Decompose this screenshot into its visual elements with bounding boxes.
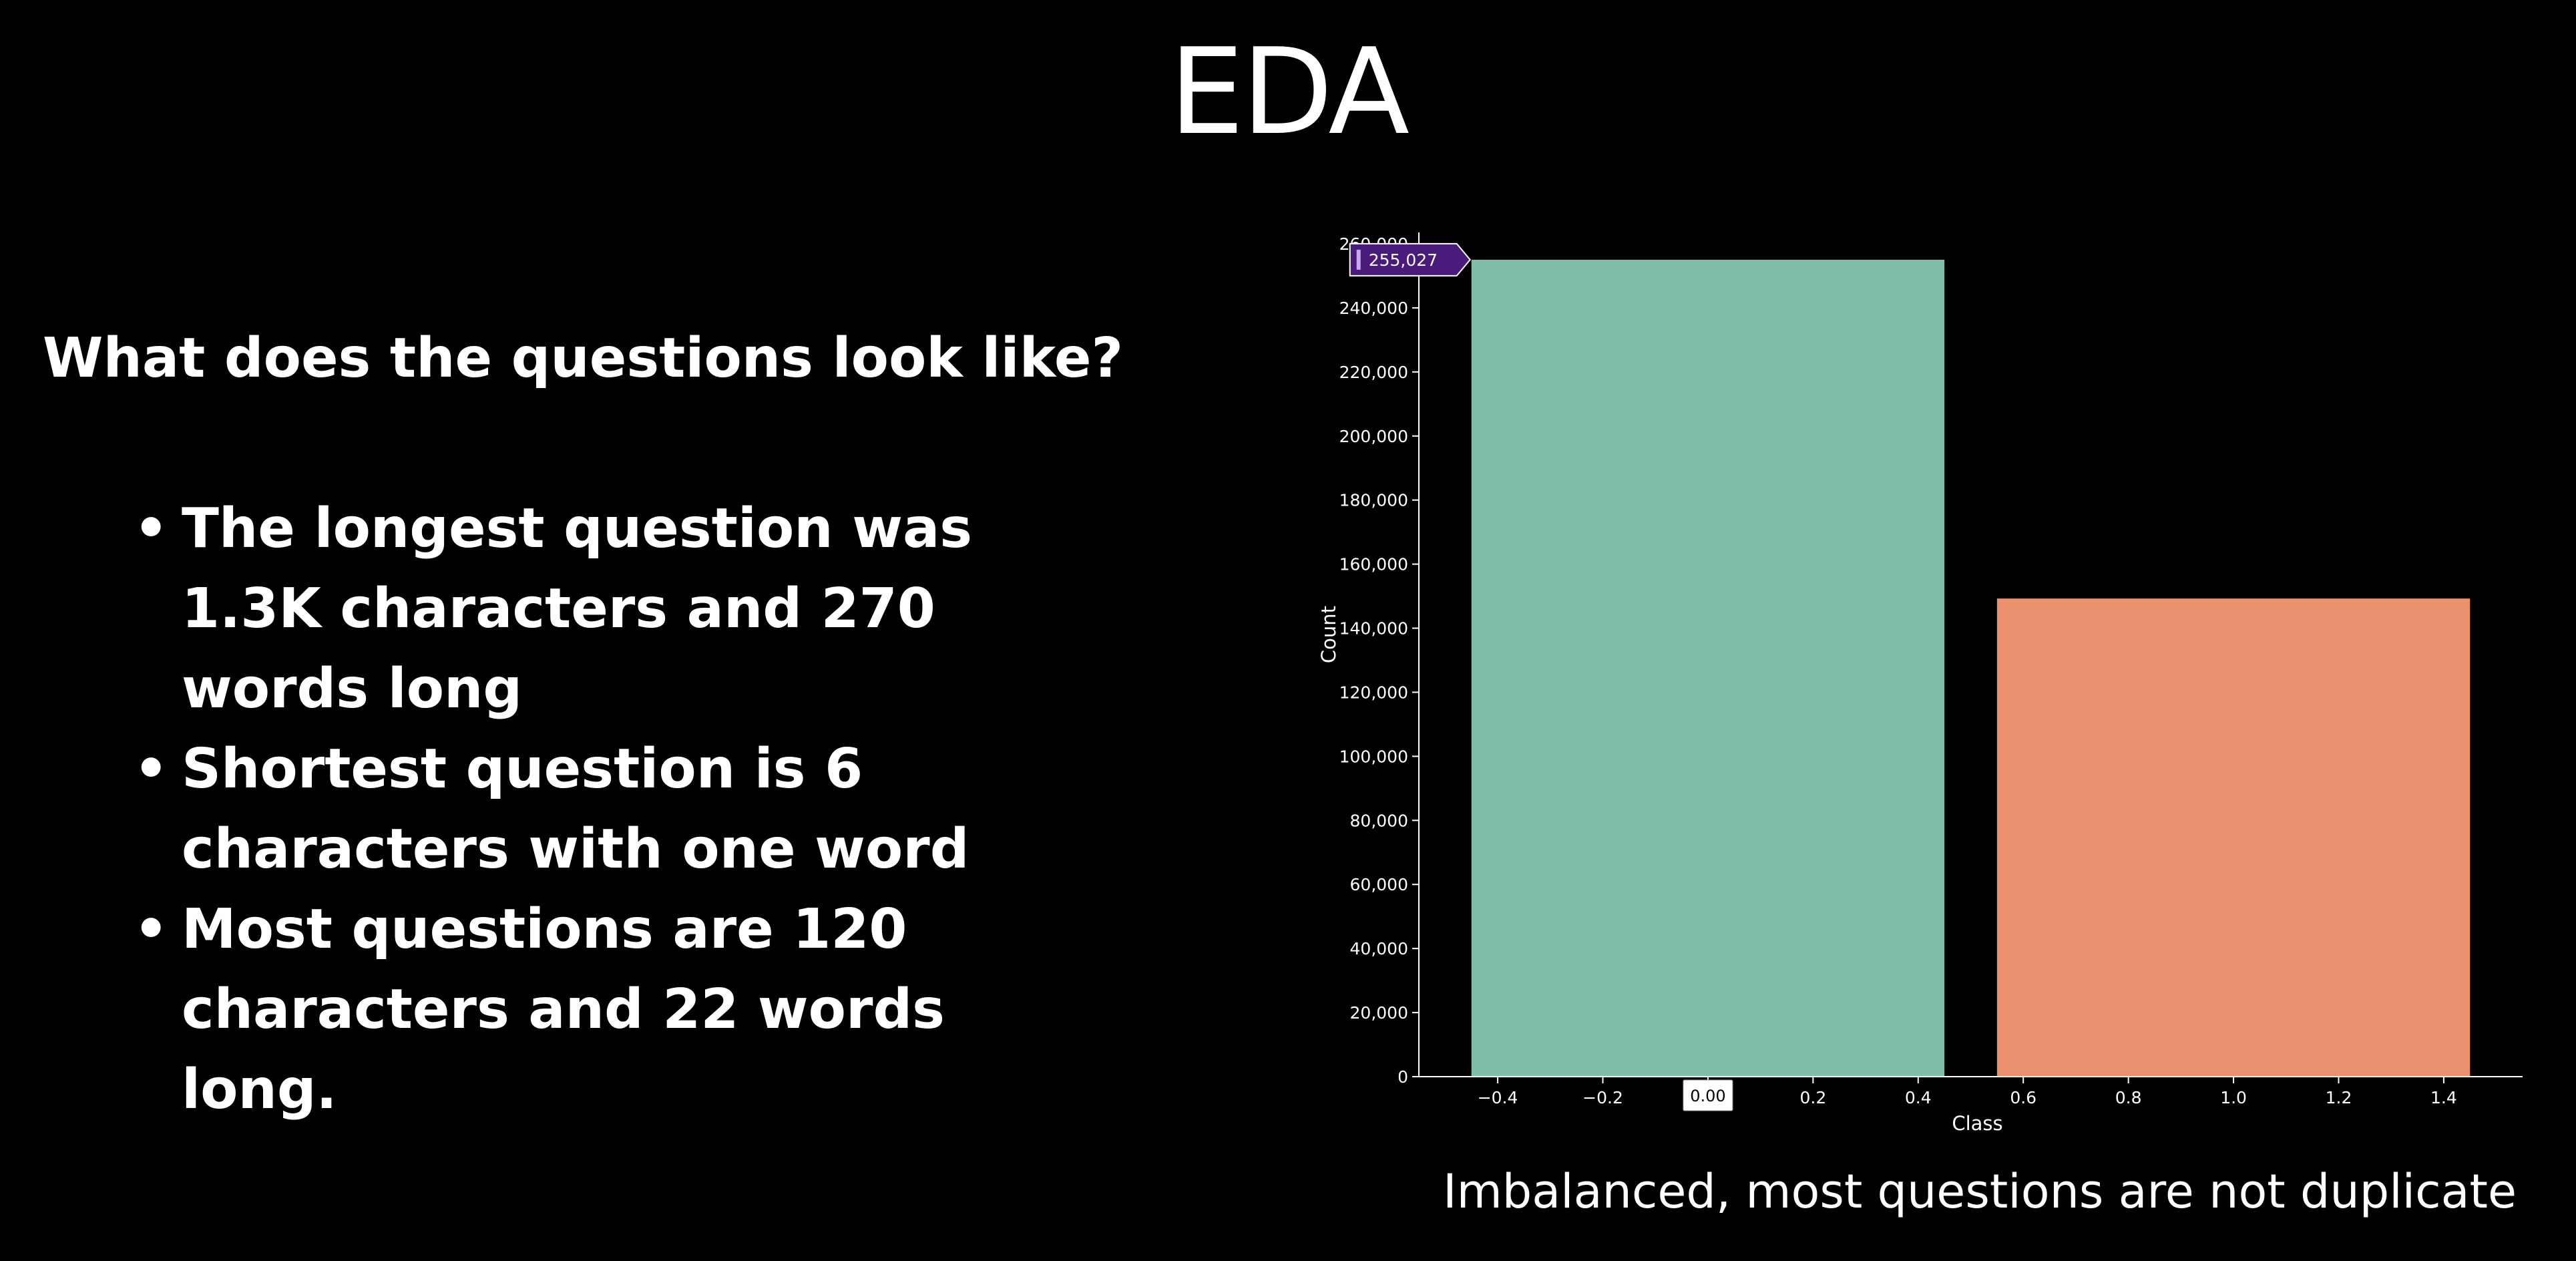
y-tick-label: 40,000 [1350,939,1408,958]
y-tick-label: 240,000 [1339,299,1408,318]
y-axis-label: Count [1317,606,1340,663]
x-tick-label: 0.4 [1905,1088,1932,1107]
hover-x-box [1683,1079,1733,1111]
y-tick-label: 80,000 [1350,811,1408,830]
bullet-text: The longest question was 1.3K characters… [182,497,973,721]
y-tick-label: 100,000 [1339,747,1408,766]
bar-class-1[interactable] [1996,598,2471,1077]
x-tick-label: 1.0 [2220,1088,2247,1107]
y-tick-label: 180,000 [1339,491,1408,510]
bar-chart-svg[interactable]: 0 20,000 40,000 60,000 80,000 100,000 120,000 1… [1269,200,2576,1169]
bar-class-0[interactable] [1471,259,1945,1077]
bullet-item: • The longest question was 1.3K characte… [134,489,1095,729]
slide-subtitle: What does the questions look like? [43,327,1124,390]
y-tick-label: 200,000 [1339,427,1408,446]
slide-title: EDA [1168,23,1410,161]
y-tick-label: 220,000 [1339,363,1408,382]
bullet-text: Shortest question is 6 characters with o… [182,737,970,881]
bullet-marker: • [134,497,169,560]
tooltip-swatch [1356,249,1361,270]
bullet-text: Most questions are 120 characters and 22… [182,898,945,1121]
y-tick-label: 60,000 [1350,875,1408,894]
x-tick-label: 1.4 [2430,1088,2457,1107]
bullet-marker: • [134,898,169,961]
x-tick-label: 0.6 [2010,1088,2036,1107]
bullet-item: • Most questions are 120 characters and … [134,890,1095,1130]
value-tooltip [1349,242,1472,277]
x-tick-label: −0.4 [1478,1088,1518,1107]
y-tick-label: 140,000 [1339,619,1408,639]
y-tick-label: 20,000 [1350,1003,1408,1023]
y-tick-label: 160,000 [1339,555,1408,574]
hover-x-value: 0.00 [1690,1087,1725,1105]
x-axis-label: Class [1952,1112,2002,1135]
x-tick-label: 1.2 [2326,1088,2352,1107]
y-tick-label: 0 [1398,1067,1408,1087]
chart-caption: Imbalanced, most questions are not dupli… [1442,1164,2517,1219]
y-tick-label: 120,000 [1339,683,1408,702]
bullet-item: • Shortest question is 6 characters with… [134,729,1095,890]
bullet-list: • The longest question was 1.3K characte… [134,489,1095,1130]
bullet-marker: • [134,737,169,801]
tooltip-value: 255,027 [1369,250,1438,270]
x-tick-label: 0.8 [2115,1088,2142,1107]
x-tick-label: −0.2 [1582,1088,1623,1107]
x-tick-label: 0.2 [1799,1088,1826,1107]
class-count-chart[interactable]: 0 20,000 40,000 60,000 80,000 100,000 120,000 1… [1269,200,2576,1169]
